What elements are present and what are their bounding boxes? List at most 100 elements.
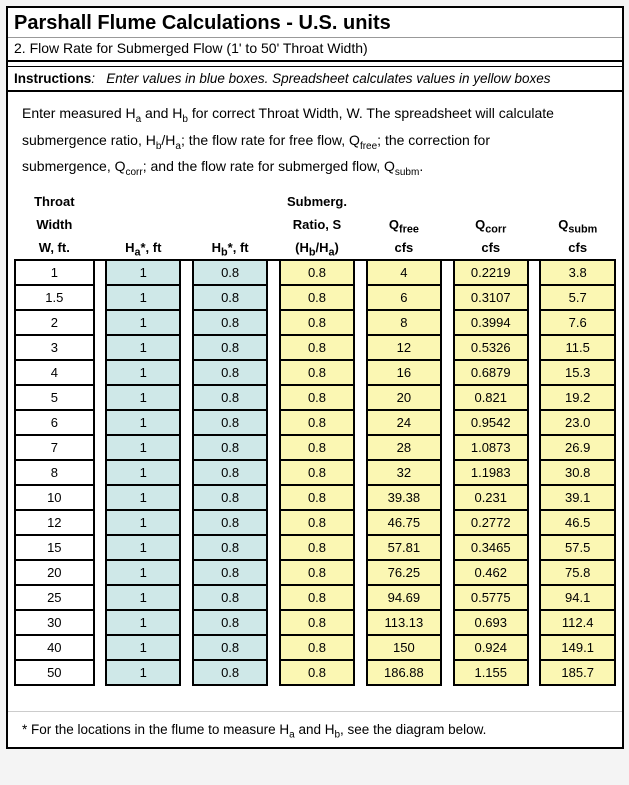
table-row: 3010.80.8113.130.693112.4 [15,610,615,635]
cell-qsubm: 5.7 [540,285,615,310]
cell-hb[interactable]: 0.8 [193,435,267,460]
col-header-cfs: cfs [540,236,615,260]
cell-ratio: 0.8 [280,585,354,610]
cell-qsubm: 185.7 [540,660,615,685]
cell-w: 15 [15,535,94,560]
cell-ratio: 0.8 [280,635,354,660]
desc-text: submergence, Q [22,158,126,174]
desc-text: . [419,158,423,174]
cell-qfree: 94.69 [367,585,441,610]
cell-ha[interactable]: 1 [106,410,180,435]
cell-ratio: 0.8 [280,660,354,685]
table-row: 1510.80.857.810.346557.5 [15,535,615,560]
cell-qsubm: 7.6 [540,310,615,335]
cell-ha[interactable]: 1 [106,560,180,585]
cell-ha[interactable]: 1 [106,285,180,310]
cell-ratio: 0.8 [280,360,354,385]
cell-hb[interactable]: 0.8 [193,585,267,610]
table-row: 410.80.8160.687915.3 [15,360,615,385]
footnote-text: and H [295,722,335,737]
table-row: 2510.80.894.690.577594.1 [15,585,615,610]
cell-qsubm: 112.4 [540,610,615,635]
cell-ha[interactable]: 1 [106,635,180,660]
cell-qcorr: 0.9542 [454,410,528,435]
cell-hb[interactable]: 0.8 [193,610,267,635]
cell-ha[interactable]: 1 [106,610,180,635]
table-row: 4010.80.81500.924149.1 [15,635,615,660]
cell-qfree: 32 [367,460,441,485]
cell-ha[interactable]: 1 [106,660,180,685]
cell-hb[interactable]: 0.8 [193,310,267,335]
cell-ha[interactable]: 1 [106,310,180,335]
cell-ha[interactable]: 1 [106,335,180,360]
cell-w: 20 [15,560,94,585]
table-row: 1210.80.846.750.277246.5 [15,510,615,535]
cell-hb[interactable]: 0.8 [193,335,267,360]
table-row: 810.80.8321.198330.8 [15,460,615,485]
cell-hb[interactable]: 0.8 [193,385,267,410]
cell-ha[interactable]: 1 [106,460,180,485]
cell-ha[interactable]: 1 [106,485,180,510]
col-header-w: W, ft. [15,236,94,260]
cell-qsubm: 11.5 [540,335,615,360]
cell-qfree: 113.13 [367,610,441,635]
cell-qfree: 4 [367,260,441,285]
col-header-qfree: Qfree [367,213,441,236]
table-row: 5010.80.8186.881.155185.7 [15,660,615,685]
cell-w: 1 [15,260,94,285]
cell-ha[interactable]: 1 [106,435,180,460]
cell-hb[interactable]: 0.8 [193,460,267,485]
cell-qsubm: 3.8 [540,260,615,285]
cell-ratio: 0.8 [280,510,354,535]
cell-hb[interactable]: 0.8 [193,635,267,660]
cell-qfree: 186.88 [367,660,441,685]
cell-ha[interactable]: 1 [106,385,180,410]
cell-hb[interactable]: 0.8 [193,485,267,510]
cell-qsubm: 94.1 [540,585,615,610]
table-row: 1010.80.839.380.23139.1 [15,485,615,510]
cell-ratio: 0.8 [280,485,354,510]
cell-qfree: 8 [367,310,441,335]
cell-qfree: 16 [367,360,441,385]
cell-hb[interactable]: 0.8 [193,285,267,310]
page-title: Parshall Flume Calculations - U.S. units [8,8,622,38]
cell-qcorr: 0.821 [454,385,528,410]
desc-text: /H [161,132,175,148]
table-row: 210.80.880.39947.6 [15,310,615,335]
cell-ratio: 0.8 [280,310,354,335]
cell-ratio: 0.8 [280,385,354,410]
cell-qfree: 76.25 [367,560,441,585]
cell-hb[interactable]: 0.8 [193,260,267,285]
cell-ha[interactable]: 1 [106,360,180,385]
desc-text: ; the flow rate for free flow, Q [181,132,360,148]
cell-qfree: 39.38 [367,485,441,510]
cell-qsubm: 30.8 [540,460,615,485]
cell-w: 1.5 [15,285,94,310]
cell-hb[interactable]: 0.8 [193,360,267,385]
table-row: 510.80.8200.82119.2 [15,385,615,410]
cell-hb[interactable]: 0.8 [193,410,267,435]
cell-ratio: 0.8 [280,610,354,635]
cell-ha[interactable]: 1 [106,585,180,610]
cell-qcorr: 0.3107 [454,285,528,310]
cell-hb[interactable]: 0.8 [193,510,267,535]
cell-w: 25 [15,585,94,610]
cell-ha[interactable]: 1 [106,260,180,285]
cell-qsubm: 149.1 [540,635,615,660]
cell-qfree: 12 [367,335,441,360]
cell-ha[interactable]: 1 [106,510,180,535]
cell-w: 7 [15,435,94,460]
cell-qcorr: 0.3994 [454,310,528,335]
cell-ratio: 0.8 [280,410,354,435]
cell-qsubm: 26.9 [540,435,615,460]
cell-hb[interactable]: 0.8 [193,535,267,560]
instructions-text: Enter values in blue boxes. Spreadsheet … [106,71,550,86]
cell-qsubm: 57.5 [540,535,615,560]
cell-ha[interactable]: 1 [106,535,180,560]
cell-qcorr: 0.231 [454,485,528,510]
cell-qsubm: 39.1 [540,485,615,510]
cell-hb[interactable]: 0.8 [193,560,267,585]
cell-hb[interactable]: 0.8 [193,660,267,685]
cell-w: 4 [15,360,94,385]
cell-qfree: 46.75 [367,510,441,535]
